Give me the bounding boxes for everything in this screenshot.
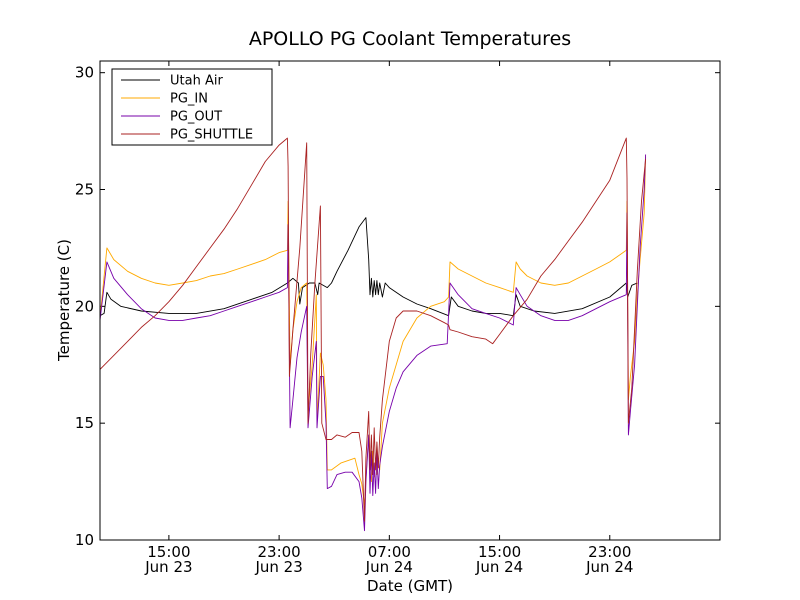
x-tick-label-time: 07:00: [368, 543, 411, 561]
x-tick-label-time: 15:00: [478, 543, 521, 561]
x-tick-label-date: Jun 23: [254, 558, 302, 576]
legend-label: Utah Air: [170, 74, 223, 89]
x-tick-label-time: 15:00: [147, 543, 190, 561]
legend-label: PG_SHUTTLE: [170, 128, 253, 143]
legend-label: PG_OUT: [170, 110, 222, 125]
x-tick-label-date: Jun 24: [475, 558, 523, 576]
x-tick-label-date: Jun 24: [365, 558, 413, 576]
x-tick-label-date: Jun 24: [585, 558, 633, 576]
plot-frame: [99, 60, 721, 541]
x-tick-label-time: 23:00: [588, 543, 631, 561]
y-axis-label: Temperature (C): [55, 239, 73, 362]
series-line-utah-air: [100, 217, 638, 317]
y-tick-label: 30: [75, 64, 94, 82]
series-line-pg-shuttle: [100, 137, 647, 522]
legend-label: PG_IN: [170, 92, 208, 107]
series-line-pg-in: [100, 156, 647, 506]
y-tick-label: 25: [75, 181, 94, 199]
y-tick-label: 20: [75, 297, 94, 315]
chart-title: APOLLO PG Coolant Temperatures: [249, 28, 571, 50]
data-series: [100, 137, 647, 532]
x-tick-label-date: Jun 23: [144, 558, 192, 576]
y-tick-label: 10: [75, 531, 94, 549]
x-axis-label: Date (GMT): [367, 577, 453, 595]
x-tick-label-time: 23:00: [257, 543, 300, 561]
series-line-pg-out: [100, 154, 647, 532]
legend-box: [111, 68, 273, 146]
y-tick-label: 15: [75, 414, 94, 432]
legend: Utah Air PG_IN PG_OUT PG_SHUTTLE: [111, 68, 273, 146]
